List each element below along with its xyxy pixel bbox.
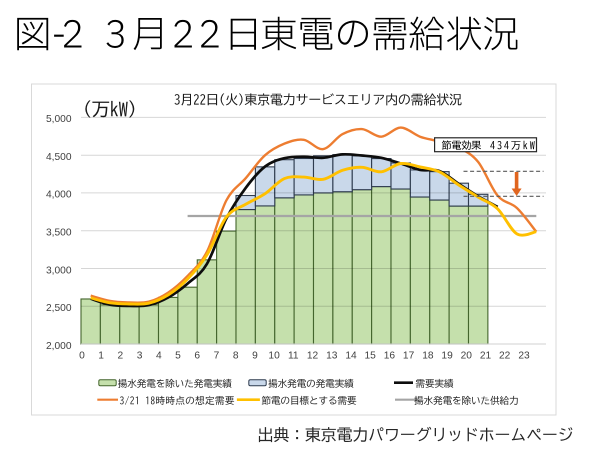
svg-text:2: 2: [117, 351, 123, 362]
svg-text:10: 10: [268, 351, 280, 362]
svg-text:9: 9: [252, 351, 258, 362]
svg-text:14: 14: [345, 351, 357, 362]
svg-text:12: 12: [307, 351, 319, 362]
svg-text:1: 1: [98, 351, 104, 362]
svg-text:4,000: 4,000: [46, 190, 72, 201]
svg-text:2,000: 2,000: [46, 341, 72, 352]
svg-text:19: 19: [441, 351, 453, 362]
svg-text:11: 11: [288, 351, 299, 362]
svg-text:22: 22: [499, 351, 511, 362]
svg-text:0: 0: [79, 351, 85, 362]
svg-text:17: 17: [403, 351, 415, 362]
svg-text:15: 15: [365, 351, 377, 362]
svg-text:16: 16: [384, 351, 396, 362]
svg-text:2,500: 2,500: [46, 303, 72, 314]
svg-text:7: 7: [214, 351, 220, 362]
svg-text:5: 5: [175, 351, 181, 362]
svg-text:23: 23: [518, 351, 530, 362]
svg-text:4: 4: [156, 351, 162, 362]
svg-text:5,000: 5,000: [46, 114, 72, 125]
svg-text:18: 18: [422, 351, 434, 362]
svg-text:8: 8: [233, 351, 239, 362]
svg-text:3: 3: [137, 351, 143, 362]
svg-text:3,000: 3,000: [46, 265, 72, 276]
svg-text:6: 6: [194, 351, 200, 362]
svg-text:13: 13: [326, 351, 338, 362]
svg-text:21: 21: [480, 351, 492, 362]
svg-text:20: 20: [461, 351, 473, 362]
svg-text:4,500: 4,500: [46, 152, 72, 163]
svg-text:3,500: 3,500: [46, 228, 72, 239]
